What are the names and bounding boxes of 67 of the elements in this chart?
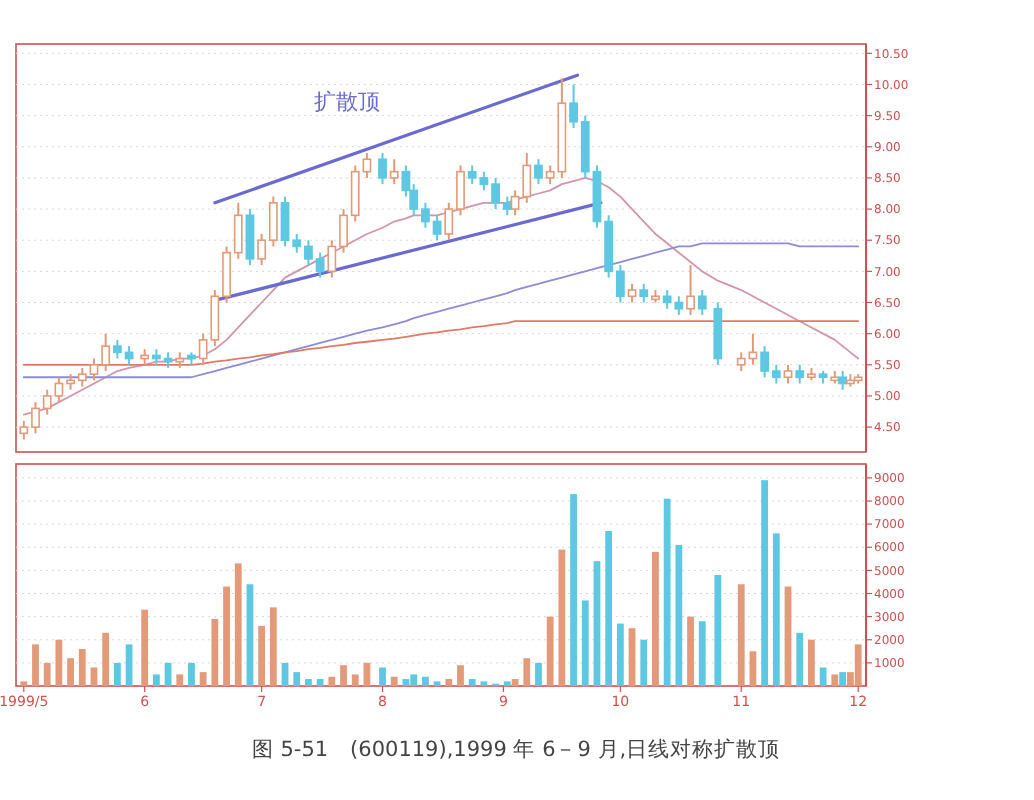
bar	[176, 674, 184, 686]
bar	[761, 480, 769, 686]
candlestick	[838, 370, 848, 391]
bar	[67, 658, 74, 686]
bar	[663, 498, 671, 686]
bar	[152, 674, 160, 686]
bar	[535, 662, 542, 686]
bar	[675, 544, 683, 686]
bar	[188, 662, 195, 686]
bar	[43, 662, 51, 686]
bar	[616, 623, 624, 686]
bar	[558, 549, 566, 686]
bar	[316, 679, 324, 686]
bar	[523, 658, 531, 686]
bar	[839, 672, 847, 686]
bar	[211, 618, 219, 686]
bar	[269, 607, 277, 686]
candlestick	[795, 363, 805, 385]
bar	[340, 665, 347, 686]
bar	[570, 494, 577, 686]
bar	[468, 679, 476, 686]
candlestick	[378, 152, 387, 186]
bar	[113, 662, 121, 686]
bar	[379, 667, 386, 686]
bar	[796, 632, 804, 686]
candlestick	[697, 289, 707, 316]
candlestick	[389, 158, 399, 186]
bar	[351, 674, 359, 686]
bar	[687, 616, 694, 686]
bar	[819, 667, 827, 686]
bar	[305, 679, 312, 686]
caption: 图 5-51 (600119),1999 年 6－9 月,日线对称扩散顶	[251, 736, 781, 762]
bar	[772, 533, 780, 686]
bar	[258, 625, 266, 686]
annotation: 扩散顶	[313, 89, 380, 116]
candlestick	[686, 264, 695, 316]
bar	[652, 551, 659, 686]
bar	[546, 616, 554, 686]
bar	[457, 665, 464, 686]
bar	[328, 676, 336, 686]
bar	[808, 639, 815, 686]
bar	[390, 676, 398, 686]
bar	[32, 644, 39, 686]
bar	[55, 639, 63, 686]
candlestick	[639, 282, 649, 304]
bar	[293, 672, 301, 686]
bar	[698, 621, 706, 686]
bar	[581, 600, 589, 686]
bar	[78, 649, 86, 686]
bar	[831, 674, 839, 686]
bar	[102, 632, 110, 686]
bar	[234, 563, 242, 686]
bar	[223, 586, 230, 686]
bar	[854, 644, 862, 686]
candlestick	[534, 158, 543, 186]
bar	[410, 674, 418, 686]
bar	[141, 609, 149, 686]
candlestick	[783, 363, 793, 385]
bar	[640, 639, 648, 686]
bar	[714, 575, 722, 686]
bar	[422, 676, 429, 686]
bar	[445, 679, 453, 686]
candlestick	[627, 282, 637, 304]
candlestick	[245, 208, 255, 267]
bar	[737, 584, 745, 686]
bar	[199, 672, 207, 686]
bar	[605, 531, 613, 686]
